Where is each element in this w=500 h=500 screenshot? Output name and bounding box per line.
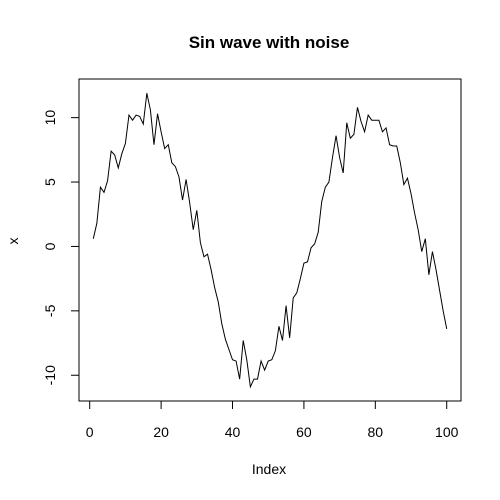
plot-frame xyxy=(78,78,462,402)
x-axis-label: Index xyxy=(252,461,286,477)
x-axis: 0 20 40 60 80 100 xyxy=(86,400,459,440)
x-tick-label: 80 xyxy=(368,424,384,440)
y-tick-label: -5 xyxy=(42,304,58,317)
y-tick-label: 5 xyxy=(42,178,58,186)
x-tick-label: 40 xyxy=(225,424,241,440)
x-tick-label: 100 xyxy=(435,424,459,440)
y-tick-label: 0 xyxy=(42,242,58,250)
x-tick-label: 60 xyxy=(296,424,312,440)
chart-title: Sin wave with noise xyxy=(189,33,350,52)
y-tick-label: 10 xyxy=(42,110,58,126)
x-tick-label: 20 xyxy=(153,424,169,440)
y-axis-label: x xyxy=(5,238,21,245)
y-tick-label: -10 xyxy=(42,365,58,385)
y-axis: -10 -5 0 5 10 xyxy=(42,110,80,385)
series-line xyxy=(92,93,448,389)
x-tick-label: 0 xyxy=(86,424,94,440)
